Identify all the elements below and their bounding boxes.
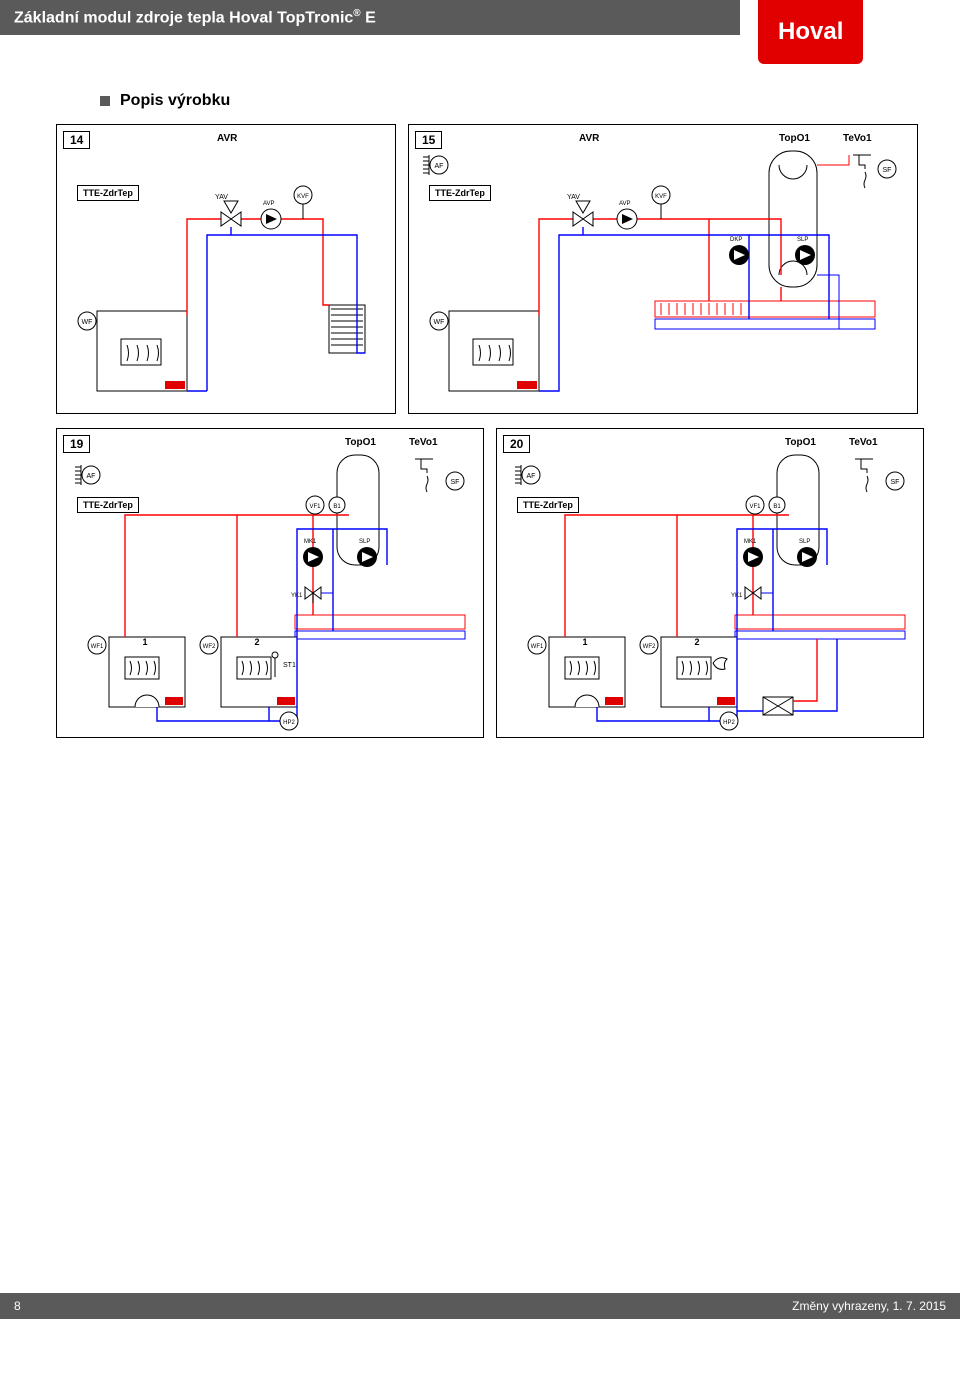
schematic-svg: AF WF SF — [409, 125, 919, 415]
diagram-row-2: 19 TopO1 TeVo1 TTE-ZdrTep AF SF — [56, 428, 926, 738]
diagram-area: 14 AVR TTE-ZdrTep WF — [56, 124, 926, 738]
bullet-icon — [100, 96, 110, 106]
svg-text:SF: SF — [891, 479, 900, 486]
svg-text:MK1: MK1 — [744, 539, 757, 545]
svg-text:B1: B1 — [333, 504, 341, 510]
brand-logo: Hoval — [758, 0, 863, 64]
page-footer: 8 Změny vyhrazeny, 1. 7. 2015 — [0, 1293, 960, 1319]
svg-text:WF2: WF2 — [203, 644, 216, 650]
diagram-15: 15 AVR TopO1 TeVo1 TTE-ZdrTep AF WF — [408, 124, 918, 414]
svg-text:DKP: DKP — [730, 237, 742, 243]
diagram-20: 20 TopO1 TeVo1 TTE-ZdrTep AF SF — [496, 428, 924, 738]
svg-text:YK1: YK1 — [731, 593, 743, 599]
svg-text:AF: AF — [87, 473, 96, 480]
svg-text:WF: WF — [82, 319, 93, 326]
svg-text:AF: AF — [527, 473, 536, 480]
svg-text:KVF: KVF — [655, 194, 667, 200]
schematic-svg: AF SF — [57, 429, 485, 739]
svg-text:VF1: VF1 — [309, 504, 321, 510]
diagram-14: 14 AVR TTE-ZdrTep WF — [56, 124, 396, 414]
svg-text:B1: B1 — [773, 504, 781, 510]
svg-text:AF: AF — [435, 163, 444, 170]
svg-text:AVP: AVP — [619, 201, 631, 207]
svg-text:YAV: YAV — [215, 194, 228, 201]
svg-text:HP2: HP2 — [283, 720, 295, 726]
schematic-svg: WF YAV — [57, 125, 397, 415]
svg-text:WF1: WF1 — [91, 644, 104, 650]
svg-text:2: 2 — [254, 637, 259, 647]
svg-text:MK1: MK1 — [304, 539, 317, 545]
svg-text:YAV: YAV — [567, 194, 580, 201]
section-title: Popis výrobku — [120, 92, 230, 110]
svg-text:1: 1 — [582, 637, 587, 647]
diagram-row-1: 14 AVR TTE-ZdrTep WF — [56, 124, 926, 414]
svg-text:KVF: KVF — [297, 194, 309, 200]
footer-note: Změny vyhrazeny, 1. 7. 2015 — [792, 1299, 946, 1313]
svg-text:SF: SF — [451, 479, 460, 486]
svg-text:1: 1 — [142, 637, 147, 647]
page-number: 8 — [14, 1299, 21, 1313]
diagram-19: 19 TopO1 TeVo1 TTE-ZdrTep AF SF — [56, 428, 484, 738]
svg-text:YK1: YK1 — [291, 593, 303, 599]
svg-text:2: 2 — [694, 637, 699, 647]
svg-text:ST1: ST1 — [283, 662, 296, 669]
svg-text:SLP: SLP — [359, 539, 370, 545]
svg-text:AVP: AVP — [263, 201, 275, 207]
header: Základní modul zdroje tepla Hoval TopTro… — [0, 0, 960, 64]
svg-text:WF1: WF1 — [531, 644, 544, 650]
section-heading: Popis výrobku — [100, 92, 960, 110]
svg-text:WF: WF — [434, 319, 445, 326]
svg-text:WF2: WF2 — [643, 644, 656, 650]
page-title: Základní modul zdroje tepla Hoval TopTro… — [0, 0, 740, 35]
svg-text:HP2: HP2 — [723, 720, 735, 726]
schematic-svg: AF SF 1 — [497, 429, 925, 739]
svg-text:SF: SF — [883, 167, 892, 174]
svg-text:SLP: SLP — [799, 539, 810, 545]
svg-text:SLP: SLP — [797, 237, 808, 243]
svg-text:VF1: VF1 — [749, 504, 761, 510]
